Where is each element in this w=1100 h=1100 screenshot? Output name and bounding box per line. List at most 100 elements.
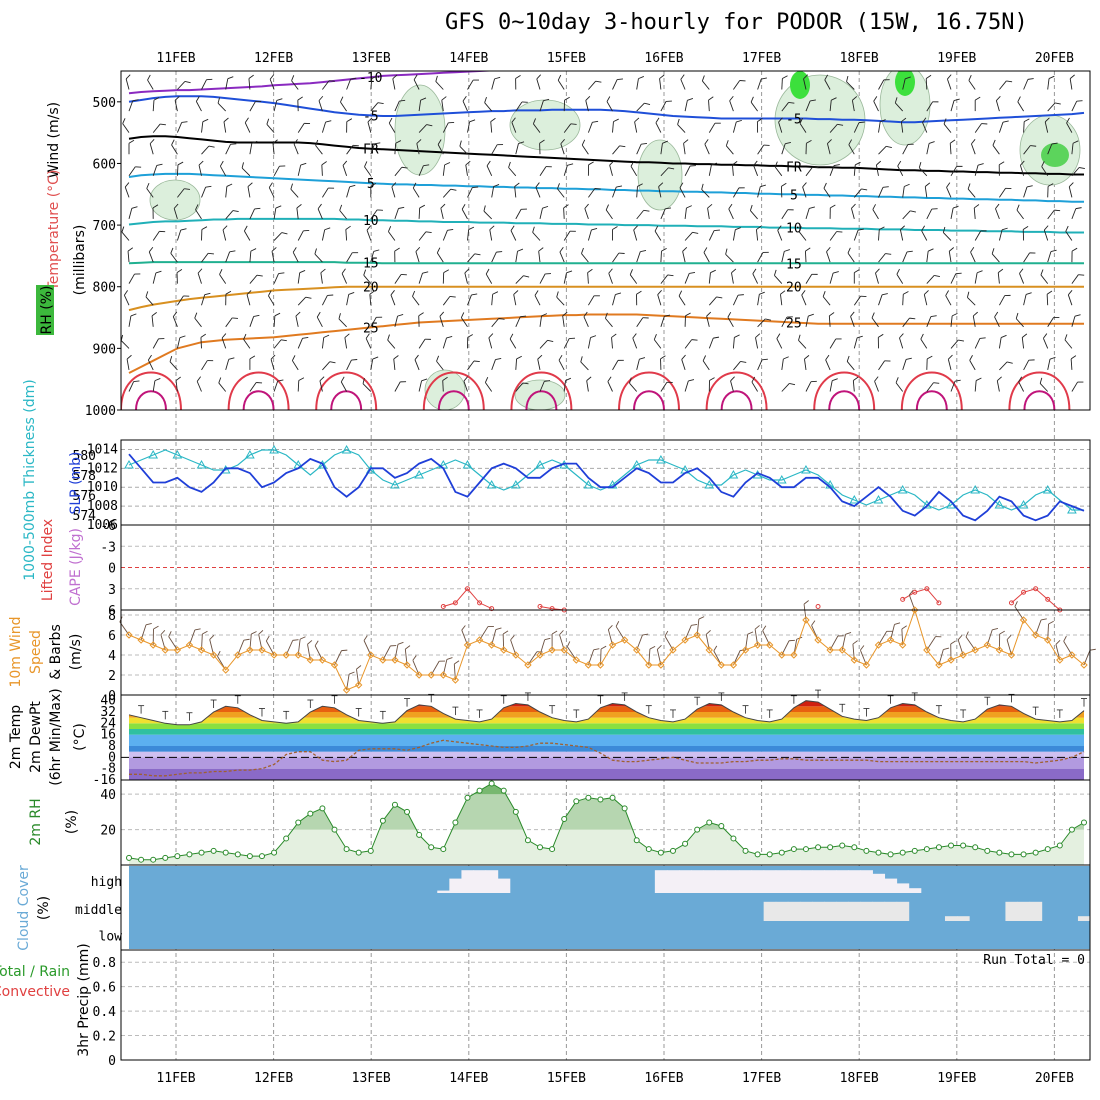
barb-flag bbox=[517, 248, 524, 252]
barb-shaft bbox=[853, 188, 862, 198]
wind-barb bbox=[824, 74, 831, 90]
wind10-point bbox=[500, 646, 508, 654]
barb-flag bbox=[485, 268, 490, 275]
wind-barb bbox=[636, 183, 643, 198]
wind-barb bbox=[799, 117, 807, 133]
barb-flag bbox=[994, 311, 999, 318]
wind10-point bbox=[1056, 656, 1064, 664]
barb-flag bbox=[1006, 80, 1013, 83]
barb-flag bbox=[831, 97, 837, 101]
barb-flag bbox=[642, 317, 649, 319]
date-tick-bottom: 20FEB bbox=[1035, 1071, 1074, 1086]
precip-panel bbox=[120, 949, 1091, 1061]
barb-flag bbox=[348, 291, 355, 295]
barb-flag bbox=[1067, 290, 1073, 296]
barb-shaft bbox=[321, 295, 328, 306]
wind-barb bbox=[612, 252, 625, 263]
wind-barb bbox=[587, 161, 594, 176]
barb-flag bbox=[974, 96, 981, 101]
barb-flag bbox=[810, 99, 816, 102]
isotherm--5 bbox=[128, 95, 1085, 124]
rh-point bbox=[391, 801, 398, 808]
barb-flag bbox=[304, 122, 311, 125]
barb-flag bbox=[653, 334, 657, 340]
wind-barb bbox=[175, 376, 181, 392]
wind-barb bbox=[823, 182, 831, 198]
warm-contour bbox=[227, 371, 290, 410]
barb-flag bbox=[356, 665, 362, 670]
wind-barb bbox=[217, 97, 227, 112]
barb-shaft bbox=[946, 78, 952, 90]
barb-flag bbox=[1023, 118, 1030, 123]
wind-barb bbox=[587, 120, 599, 133]
barb-shaft bbox=[128, 315, 132, 327]
barb-shaft bbox=[636, 251, 641, 263]
barb-shaft bbox=[636, 143, 642, 155]
barb-shaft bbox=[539, 166, 547, 177]
wind-barb bbox=[974, 163, 984, 176]
barb-shaft bbox=[363, 274, 372, 284]
barb-shaft bbox=[636, 102, 645, 112]
rh-area-high bbox=[292, 783, 1084, 830]
barb-shaft bbox=[1047, 209, 1055, 220]
barb-shaft bbox=[346, 79, 351, 90]
barb-shaft bbox=[273, 165, 280, 177]
wind-barb bbox=[266, 118, 275, 133]
barb-shaft bbox=[538, 251, 541, 263]
wind-barb bbox=[559, 246, 565, 263]
wind-barb bbox=[442, 376, 448, 392]
isotherm-label: -10 bbox=[359, 71, 382, 86]
barb-shaft bbox=[270, 359, 275, 371]
barb-flag bbox=[225, 290, 232, 295]
barb-flag bbox=[977, 163, 984, 166]
wind10-point bbox=[1007, 651, 1016, 659]
wind-barb bbox=[805, 273, 818, 284]
wind-barb bbox=[177, 295, 190, 306]
wind-barb bbox=[828, 312, 835, 327]
wind-barb bbox=[999, 80, 1013, 90]
barb-flag bbox=[439, 660, 446, 662]
barb-flag bbox=[363, 269, 367, 276]
barb-shaft bbox=[580, 361, 589, 371]
barb-flag bbox=[352, 252, 359, 254]
wind-barb bbox=[241, 162, 251, 177]
wind-barb bbox=[902, 317, 916, 328]
barb-flag bbox=[493, 184, 500, 187]
wind-barb bbox=[608, 268, 613, 284]
wind-barb bbox=[755, 333, 761, 349]
barb-flag bbox=[1072, 140, 1079, 144]
wind-barb bbox=[972, 311, 978, 327]
barb-flag bbox=[184, 81, 191, 84]
wind-barb bbox=[1015, 312, 1024, 328]
isotherm-label: 20 bbox=[786, 281, 802, 296]
wind-barb bbox=[897, 160, 904, 177]
barb-flag bbox=[857, 335, 863, 339]
barb-shaft bbox=[902, 294, 904, 306]
wind-barb bbox=[322, 187, 335, 198]
barb-shaft bbox=[878, 360, 886, 371]
barb-flag bbox=[945, 290, 949, 296]
wind-barb bbox=[1021, 333, 1028, 349]
wind-barb bbox=[1044, 117, 1050, 133]
wind-barb bbox=[391, 182, 397, 198]
wind10-point bbox=[379, 656, 387, 664]
barb-flag bbox=[692, 231, 699, 234]
barb-shaft bbox=[249, 208, 255, 220]
barb-flag bbox=[268, 182, 273, 188]
barb-shaft bbox=[172, 316, 178, 327]
barb-shaft bbox=[970, 251, 976, 263]
temp2m-label-1: 2m Temp bbox=[8, 705, 24, 769]
barb-shaft bbox=[846, 81, 855, 90]
barb-flag bbox=[749, 204, 753, 211]
wind-barb bbox=[802, 182, 807, 198]
barb-shaft bbox=[297, 123, 305, 133]
barb-flag bbox=[218, 377, 222, 384]
barb-shaft bbox=[269, 79, 275, 90]
barb-shaft bbox=[225, 359, 230, 371]
cloud-cell-high bbox=[848, 870, 861, 893]
barb-shaft bbox=[606, 101, 613, 112]
barb-flag bbox=[860, 295, 867, 298]
barb-flag bbox=[559, 246, 564, 253]
warm-contour bbox=[242, 390, 275, 410]
wind-barb bbox=[268, 182, 275, 198]
